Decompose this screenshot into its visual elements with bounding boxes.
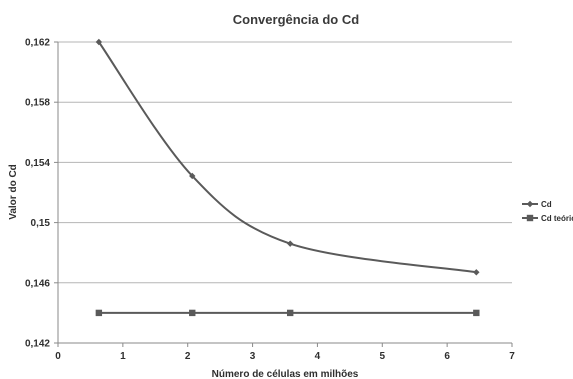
- legend: Cd Cd teóric: [522, 200, 573, 223]
- series-cd: [95, 38, 480, 276]
- data-point: [95, 38, 103, 46]
- legend-label: Cd: [541, 200, 552, 209]
- x-tick-label: 2: [185, 351, 191, 362]
- x-tick-label: 0: [55, 351, 61, 362]
- x-tick-label: 1: [120, 351, 126, 362]
- y-tick-label: 0,162: [25, 38, 50, 49]
- data-point: [189, 172, 196, 180]
- data-point: [286, 240, 294, 247]
- y-tick-label: 0,142: [25, 339, 50, 350]
- x-tick-label: 7: [509, 351, 515, 362]
- chart-title: Convergência do Cd: [233, 12, 359, 27]
- x-axis-label: Número de células em milhões: [212, 369, 359, 379]
- legend-marker: [526, 214, 534, 222]
- x-tick-label: 4: [315, 351, 321, 362]
- gridlines: [58, 41, 512, 344]
- data-point: [473, 269, 480, 276]
- series: [95, 38, 480, 317]
- x-tick-label: 3: [250, 351, 256, 362]
- series-line: [98, 41, 477, 274]
- y-axis-label: Valor do Cd: [8, 164, 19, 220]
- axes: 0,142 0,146 0,15 0,154 0,158 0,162 0 1 2 3 4 5 6 7: [25, 38, 515, 363]
- data-point: [95, 309, 103, 317]
- y-tick-label: 0,146: [25, 278, 50, 289]
- data-point: [286, 309, 294, 317]
- legend-label: Cd teóric: [541, 214, 573, 223]
- data-point: [473, 309, 480, 317]
- x-tick-label: 5: [380, 351, 386, 362]
- x-tick-label: 6: [444, 351, 450, 362]
- y-tick-label: 0,154: [25, 158, 50, 169]
- y-tick-label: 0,158: [25, 98, 50, 109]
- data-point: [189, 309, 196, 317]
- series-cd-teorico: [95, 309, 480, 317]
- legend-marker: [526, 200, 534, 208]
- y-tick-label: 0,15: [31, 218, 51, 229]
